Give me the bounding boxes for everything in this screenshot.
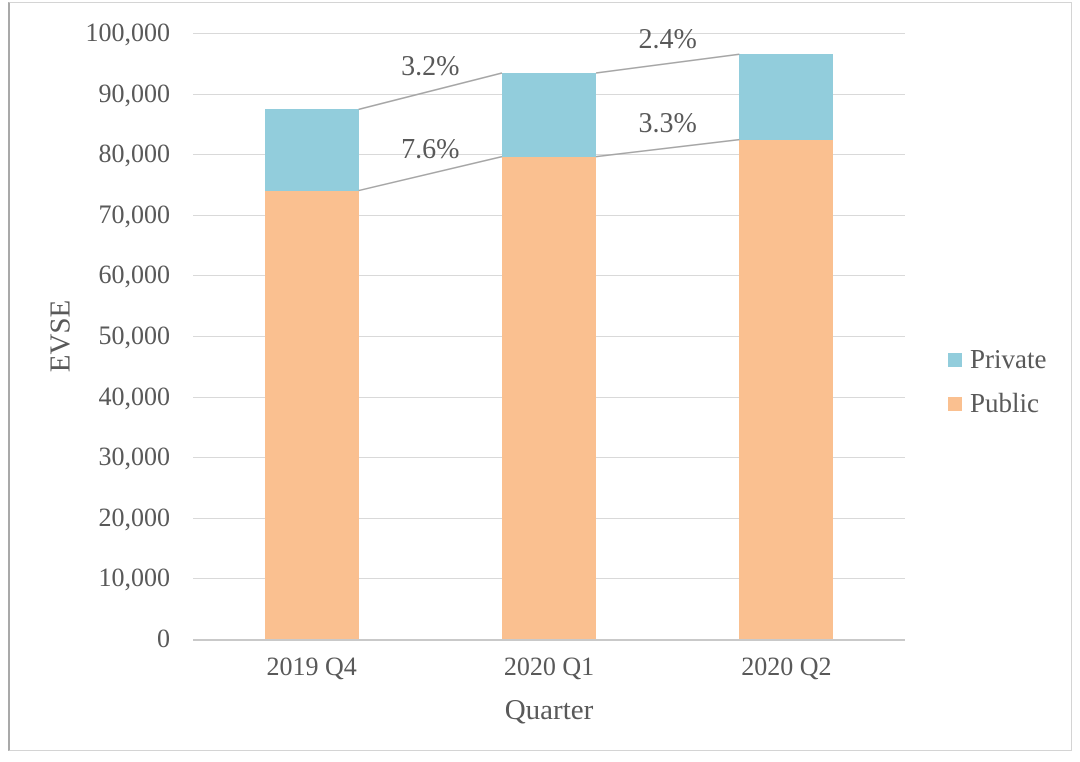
bar-segment-private [502,72,596,157]
growth-annotation: 3.2% [401,51,460,83]
legend-label: Private [970,344,1047,374]
growth-annotation: 2.4% [638,23,697,55]
legend-item: Private [948,346,1046,373]
y-tick-label: 90,000 [98,78,171,108]
y-tick-label: 50,000 [98,321,171,350]
y-tick-label: 20,000 [98,502,171,532]
y-tick-label: 40,000 [98,381,171,411]
bar-segment-public [264,190,359,639]
growth-annotation: 3.3% [638,108,697,140]
y-tick-label: 100,000 [85,18,171,47]
bar-segment-private [739,54,834,140]
y-tick-label: 80,000 [98,139,171,169]
legend-item: Public [948,390,1046,417]
x-axis-line [193,639,905,641]
bar-segment-private [264,109,359,191]
x-tick-label: 2019 Q4 [266,652,357,681]
y-tick-label: 10,000 [98,563,171,593]
growth-annotation: 7.6% [401,133,460,165]
y-gridline [193,33,905,34]
y-tick-label: 70,000 [98,199,171,229]
bar-segment-public [739,139,834,639]
bar-segment-public [502,156,596,639]
legend: Private Public [948,346,1046,434]
y-tick-label: 60,000 [98,260,171,290]
legend-swatch-icon [948,352,962,367]
x-tick-label: 2020 Q1 [503,652,595,681]
y-axis-title: EVSE [44,299,77,373]
y-tick-label: 0 [157,624,170,653]
legend-swatch-icon [948,396,962,411]
x-tick-label: 2020 Q2 [741,652,832,681]
x-axis-title: Quarter [504,694,594,726]
legend-label: Public [970,388,1040,418]
y-tick-label: 30,000 [98,442,171,472]
